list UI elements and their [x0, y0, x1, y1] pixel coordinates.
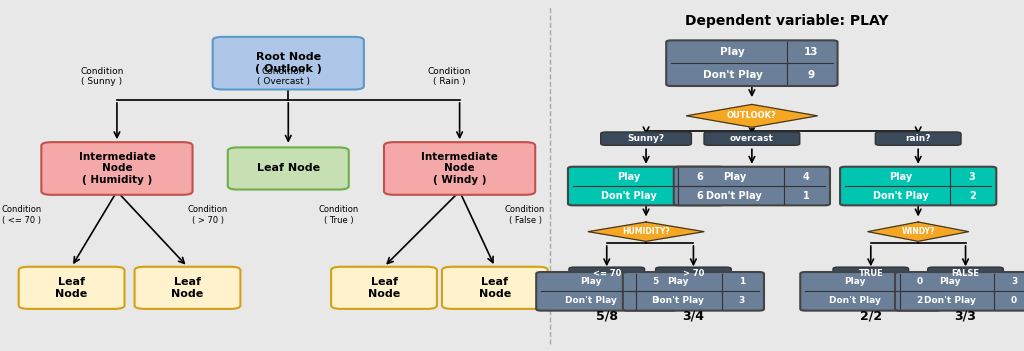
Text: overcast: overcast [730, 134, 774, 143]
FancyBboxPatch shape [537, 272, 677, 311]
FancyBboxPatch shape [442, 267, 548, 309]
Text: Dependent variable: PLAY: Dependent variable: PLAY [685, 14, 889, 28]
Text: Don't Play: Don't Play [924, 296, 976, 305]
Text: Don't Play: Don't Play [651, 296, 703, 305]
Text: Play: Play [889, 172, 912, 181]
Text: > 70: > 70 [683, 269, 705, 278]
FancyBboxPatch shape [568, 167, 724, 205]
Polygon shape [867, 222, 969, 241]
FancyBboxPatch shape [331, 267, 437, 309]
Text: Play: Play [581, 277, 602, 286]
Text: Intermediate
Node
( Humidity ): Intermediate Node ( Humidity ) [79, 152, 156, 185]
FancyBboxPatch shape [227, 147, 349, 190]
FancyBboxPatch shape [833, 267, 908, 279]
FancyBboxPatch shape [674, 167, 830, 205]
Polygon shape [588, 222, 705, 241]
Text: Condition
( True ): Condition ( True ) [318, 205, 358, 225]
Text: Condition
( Rain ): Condition ( Rain ) [428, 67, 471, 86]
Text: Play: Play [723, 172, 745, 181]
Text: Condition
( Overcast ): Condition ( Overcast ) [257, 67, 309, 86]
Text: Play: Play [845, 277, 866, 286]
Text: 3: 3 [652, 296, 658, 305]
Text: 2/2: 2/2 [860, 309, 882, 323]
Text: 2: 2 [916, 296, 923, 305]
Text: Play: Play [939, 277, 961, 286]
Text: 9: 9 [808, 69, 815, 80]
Text: Don't Play: Don't Play [829, 296, 881, 305]
FancyBboxPatch shape [667, 40, 838, 86]
Text: 13: 13 [804, 47, 819, 57]
Text: Leaf
Node: Leaf Node [368, 277, 400, 299]
FancyBboxPatch shape [840, 167, 996, 205]
Text: Play: Play [667, 277, 688, 286]
FancyBboxPatch shape [876, 132, 961, 145]
FancyBboxPatch shape [928, 267, 1004, 279]
Text: 0: 0 [916, 277, 923, 286]
Text: Condition
( False ): Condition ( False ) [505, 205, 545, 225]
Text: Condition
( > 70 ): Condition ( > 70 ) [187, 205, 227, 225]
Text: Don't Play: Don't Play [707, 191, 762, 200]
Text: OUTLOOK?: OUTLOOK? [727, 111, 777, 120]
Text: Don't Play: Don't Play [872, 191, 929, 200]
Text: rain?: rain? [905, 134, 931, 143]
FancyBboxPatch shape [623, 272, 764, 311]
FancyBboxPatch shape [213, 37, 364, 90]
Text: 3/3: 3/3 [954, 309, 977, 323]
FancyBboxPatch shape [18, 267, 125, 309]
Text: Don't Play: Don't Play [702, 69, 763, 80]
Text: 3/4: 3/4 [682, 309, 705, 323]
FancyBboxPatch shape [801, 272, 941, 311]
Text: 6: 6 [696, 191, 703, 200]
Text: 4: 4 [803, 172, 809, 181]
FancyBboxPatch shape [134, 267, 241, 309]
Text: 3: 3 [1011, 277, 1017, 286]
Text: Leaf Node: Leaf Node [257, 164, 319, 173]
Text: 1: 1 [738, 277, 745, 286]
Text: 5: 5 [652, 277, 658, 286]
Polygon shape [686, 104, 817, 127]
Text: WINDY?: WINDY? [901, 227, 935, 236]
Text: 0: 0 [1011, 296, 1017, 305]
Text: Play: Play [616, 172, 640, 181]
FancyBboxPatch shape [41, 142, 193, 195]
FancyBboxPatch shape [655, 267, 731, 279]
FancyBboxPatch shape [705, 132, 800, 145]
Text: 6: 6 [696, 172, 703, 181]
Text: FALSE: FALSE [951, 269, 980, 278]
Text: Condition
( <= 70 ): Condition ( <= 70 ) [1, 205, 41, 225]
Text: 3: 3 [969, 172, 976, 181]
FancyBboxPatch shape [895, 272, 1024, 311]
Text: Condition
( Sunny ): Condition ( Sunny ) [80, 67, 124, 86]
Text: Play: Play [720, 47, 744, 57]
Text: 3: 3 [738, 296, 745, 305]
FancyBboxPatch shape [569, 267, 644, 279]
Text: Don't Play: Don't Play [601, 191, 656, 200]
FancyBboxPatch shape [601, 132, 691, 145]
Text: Root Node
( Outlook ): Root Node ( Outlook ) [255, 52, 322, 74]
Text: Leaf
Node: Leaf Node [479, 277, 511, 299]
Text: HUMIDITY?: HUMIDITY? [623, 227, 670, 236]
Text: Intermediate
Node
( Windy ): Intermediate Node ( Windy ) [421, 152, 498, 185]
Text: Don't Play: Don't Play [565, 296, 617, 305]
Text: TRUE: TRUE [858, 269, 883, 278]
Text: Leaf
Node: Leaf Node [55, 277, 88, 299]
Text: <= 70: <= 70 [593, 269, 621, 278]
FancyBboxPatch shape [384, 142, 536, 195]
Text: Sunny?: Sunny? [628, 134, 665, 143]
Text: Leaf
Node: Leaf Node [171, 277, 204, 299]
Text: 1: 1 [803, 191, 809, 200]
Text: 2: 2 [969, 191, 976, 200]
Text: 5/8: 5/8 [596, 309, 617, 323]
